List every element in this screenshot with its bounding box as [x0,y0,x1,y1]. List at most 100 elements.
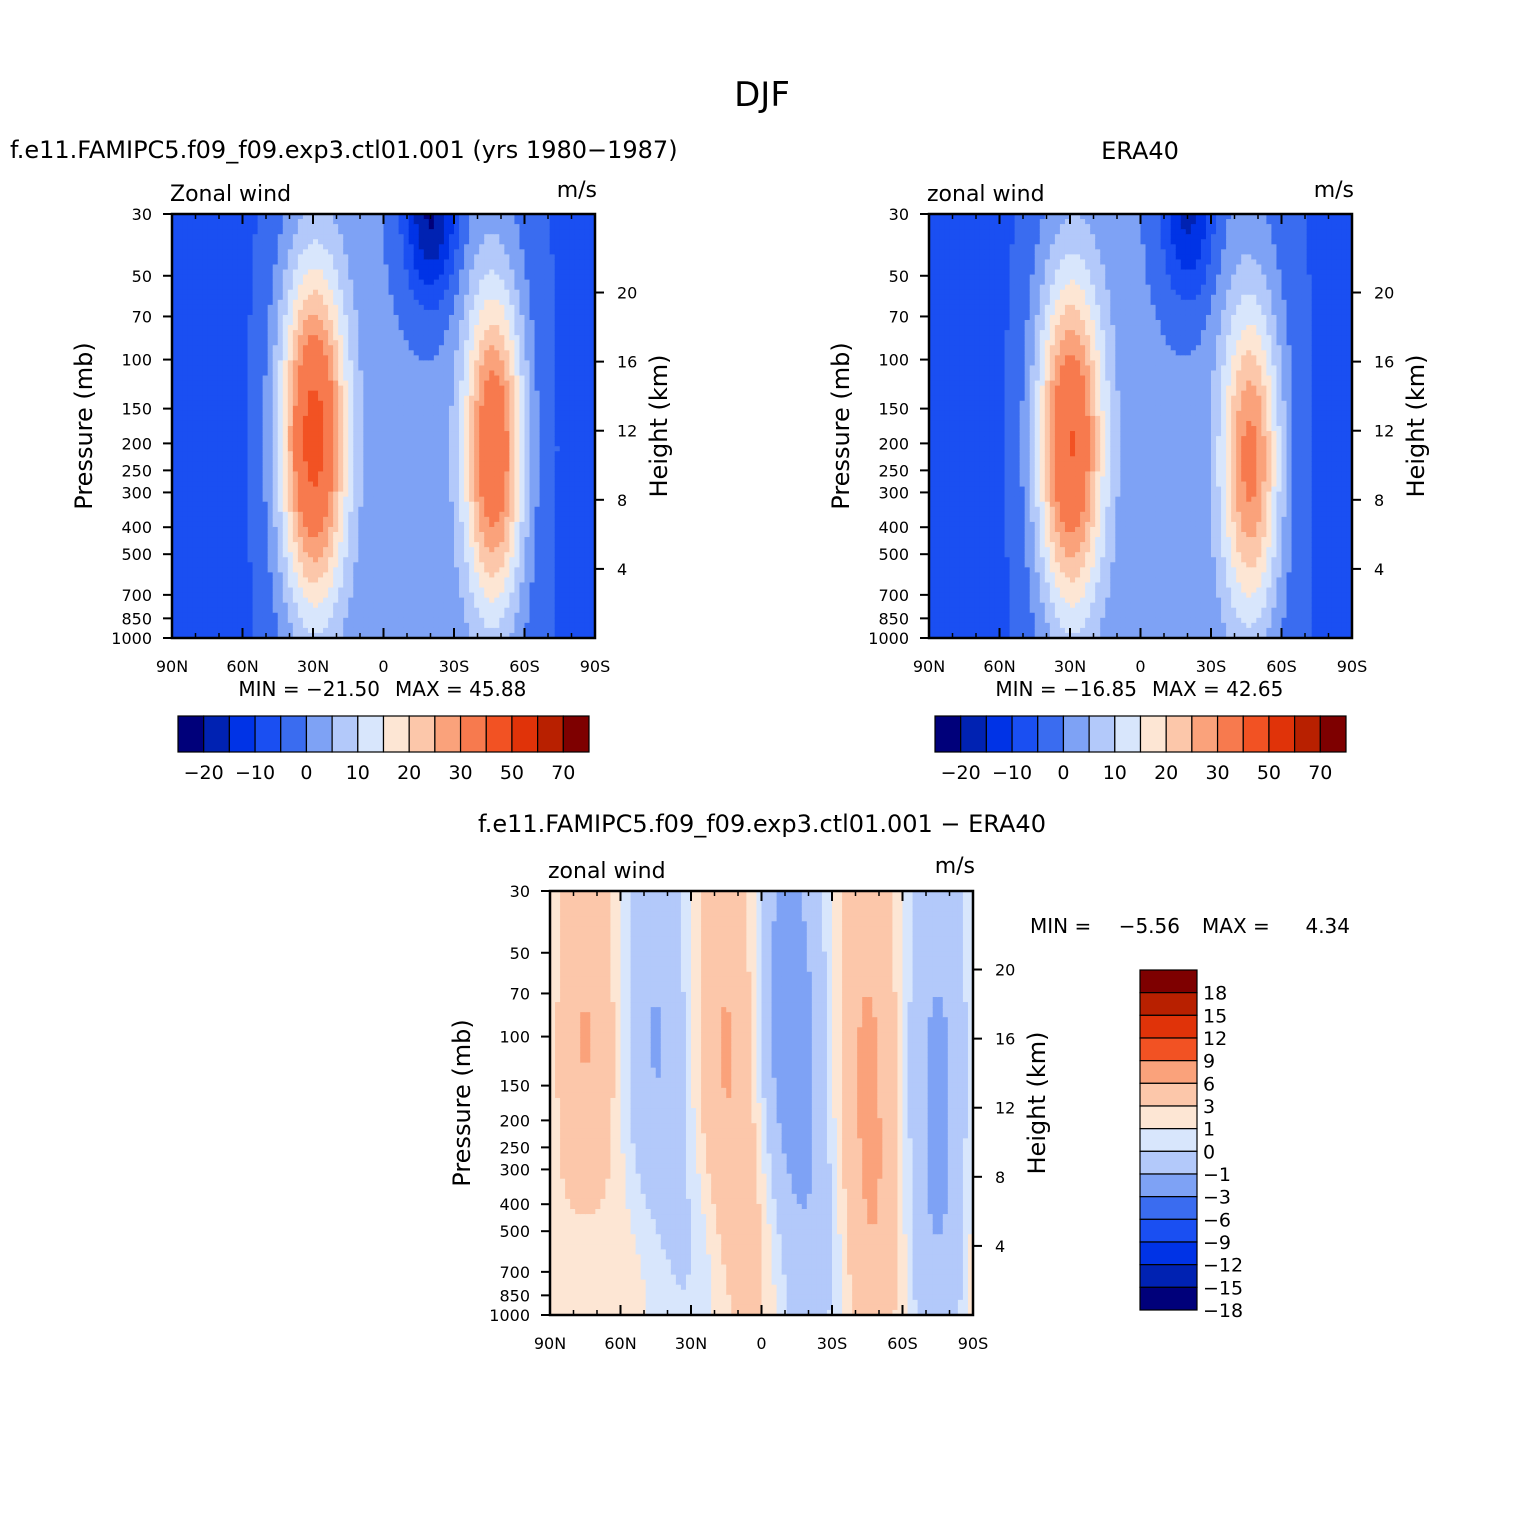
contour-cell [454,259,460,266]
contour-cell [267,552,274,558]
contour-cell [313,612,319,619]
contour-cell [217,511,223,518]
contour-cell [408,395,415,402]
contour-cell [177,239,183,245]
contour-cell [172,486,178,493]
contour-cell [358,506,364,513]
contour-cell [212,410,218,417]
contour-cell [307,325,314,331]
contour-cell [313,562,319,568]
contour-cell [192,390,198,397]
contour-cell [373,259,380,266]
contour-cell [318,567,324,573]
contour-cell [292,496,299,503]
contour-cell [267,451,274,457]
contour-cell [232,511,239,518]
contour-cell [353,415,359,422]
contour-cell [338,486,344,493]
contour-cell [313,441,319,447]
contour-cell [297,390,304,397]
contour-cell [343,405,349,412]
contour-cell [469,320,475,326]
contour-cell [257,471,264,478]
contour-cell [464,229,470,235]
contour-cell [378,355,385,361]
contour-cell [242,370,249,377]
contour-cell [323,415,329,422]
contour-cell [172,289,178,296]
contour-cell [222,451,228,457]
contour-cell [353,219,359,225]
contour-cell [282,395,289,402]
contour-cell [363,415,369,422]
contour-cell [443,375,450,382]
contour-cell [423,294,430,301]
contour-cell [378,304,385,311]
contour-cell [373,269,380,276]
contour-cell [358,552,364,558]
contour-cell [358,289,364,296]
contour-cell [227,577,234,584]
contour-cell [443,602,450,609]
contour-cell [313,622,319,629]
contour-cell [267,597,274,604]
contour-cell [428,547,435,553]
contour-cell [217,350,223,356]
contour-cell [177,441,183,447]
contour-cell [177,224,183,230]
contour-cell [202,279,208,286]
contour-cell [403,557,410,563]
contour-cell [287,299,294,306]
contour-cell [338,229,344,235]
contour-cell [348,577,354,584]
contour-cell [252,426,259,432]
contour-cell [267,309,274,316]
contour-cell [257,557,264,563]
contour-cell [464,314,470,321]
contour-cell [257,375,264,382]
contour-cell [358,587,364,594]
contour-cell [328,486,334,493]
contour-cell [262,491,269,498]
contour-cell [403,426,410,432]
contour-cell [217,617,223,624]
contour-cell [172,572,178,579]
contour-cell [192,254,198,261]
contour-cell [247,602,254,609]
contour-cell [373,552,380,558]
contour-cell [323,335,329,341]
contour-cell [252,532,259,538]
contour-cell [172,426,178,432]
contour-cell [413,284,420,291]
contour-cell [207,395,213,402]
contour-cell [353,612,359,619]
contour-cell [318,264,324,271]
contour-cell [328,345,334,351]
contour-cell [413,511,420,518]
contour-cell [378,521,385,528]
contour-cell [459,254,465,261]
contour-cell [388,420,395,427]
contour-cell [443,309,450,316]
contour-cell [358,214,364,220]
contour-cell [277,390,284,397]
contour-cell [257,607,264,614]
contour-cell [252,587,259,594]
contour-cell [368,345,375,351]
contour-cell [403,294,410,301]
contour-cell [348,542,354,548]
contour-cell [287,617,294,624]
contour-cell [292,526,299,533]
contour-cell [262,299,269,306]
contour-cell [448,567,455,573]
contour-cell [287,304,294,311]
contour-cell [192,461,198,467]
contour-cell [202,239,208,245]
contour-cell [232,496,239,503]
contour-cell [272,516,279,523]
contour-cell [368,582,375,589]
contour-cell [323,355,329,361]
contour-cell [252,380,259,387]
contour-cell [177,557,183,563]
contour-cell [292,617,299,624]
